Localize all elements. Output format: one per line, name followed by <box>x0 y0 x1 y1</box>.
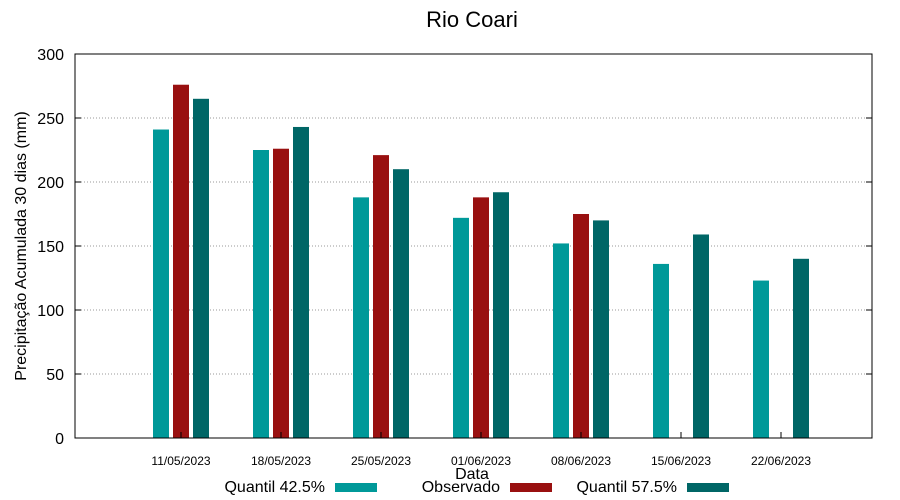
y-tick-label: 150 <box>37 239 64 256</box>
bar-observado-2 <box>373 155 389 438</box>
x-axis-ticks: 11/05/2023 18/05/2023 25/05/2023 01/06/2023… <box>151 432 811 468</box>
bar-observado-1 <box>273 148 289 438</box>
y-tick-label: 100 <box>37 303 64 320</box>
y-axis-label: Precipitação Acumulada 30 dias (mm) <box>13 111 30 380</box>
bar-quantil-42-5-2 <box>353 197 369 438</box>
y-tick-label: 0 <box>55 431 64 448</box>
y-tick-label: 200 <box>37 175 64 192</box>
bar-quantil-42-5-3 <box>453 217 469 438</box>
chart-title: Rio Coari <box>426 7 518 32</box>
y-tick-label: 50 <box>46 367 64 384</box>
bar-quantil-42-5-0 <box>153 129 169 438</box>
x-axis-label: Data <box>455 466 489 483</box>
x-tick-label: 01/06/2023 <box>451 454 511 468</box>
legend-label: Quantil 42.5% <box>224 479 325 496</box>
legend: Quantil 42.5% Observado Quantil 57.5% <box>224 479 729 496</box>
y-tick-label: 300 <box>37 47 64 64</box>
bar-observado-0 <box>173 84 189 438</box>
bar-quantil-42-5-1 <box>253 150 269 438</box>
bar-quantil-57-5-2 <box>393 169 409 438</box>
legend-label: Quantil 57.5% <box>576 479 677 496</box>
y-tick-label: 250 <box>37 111 64 128</box>
bar-quantil-57-5-5 <box>693 234 709 438</box>
x-tick-label: 15/06/2023 <box>651 454 711 468</box>
x-tick-label: 08/06/2023 <box>551 454 611 468</box>
legend-swatch <box>335 483 377 492</box>
bar-quantil-57-5-0 <box>193 98 209 439</box>
bar-quantil-42-5-4 <box>553 243 569 438</box>
bar-quantil-57-5-4 <box>593 220 609 438</box>
legend-swatch <box>510 483 552 492</box>
bar-quantil-57-5-6 <box>793 258 809 438</box>
bar-quantil-42-5-5 <box>653 263 669 438</box>
bar-quantil-42-5-6 <box>753 280 769 438</box>
bar-quantil-57-5-3 <box>493 192 509 438</box>
bar-observado-3 <box>473 197 489 438</box>
x-tick-label: 22/06/2023 <box>751 454 811 468</box>
y-axis-ticks: 0 50 100 150 200 250 300 <box>37 47 872 448</box>
x-tick-label: 25/05/2023 <box>351 454 411 468</box>
legend-label: Observado <box>422 479 500 496</box>
x-tick-label: 18/05/2023 <box>251 454 311 468</box>
bars <box>153 84 809 439</box>
bar-quantil-57-5-1 <box>293 126 309 439</box>
bar-observado-4 <box>573 214 589 438</box>
x-tick-label: 11/05/2023 <box>151 454 210 468</box>
legend-swatch <box>687 483 729 492</box>
